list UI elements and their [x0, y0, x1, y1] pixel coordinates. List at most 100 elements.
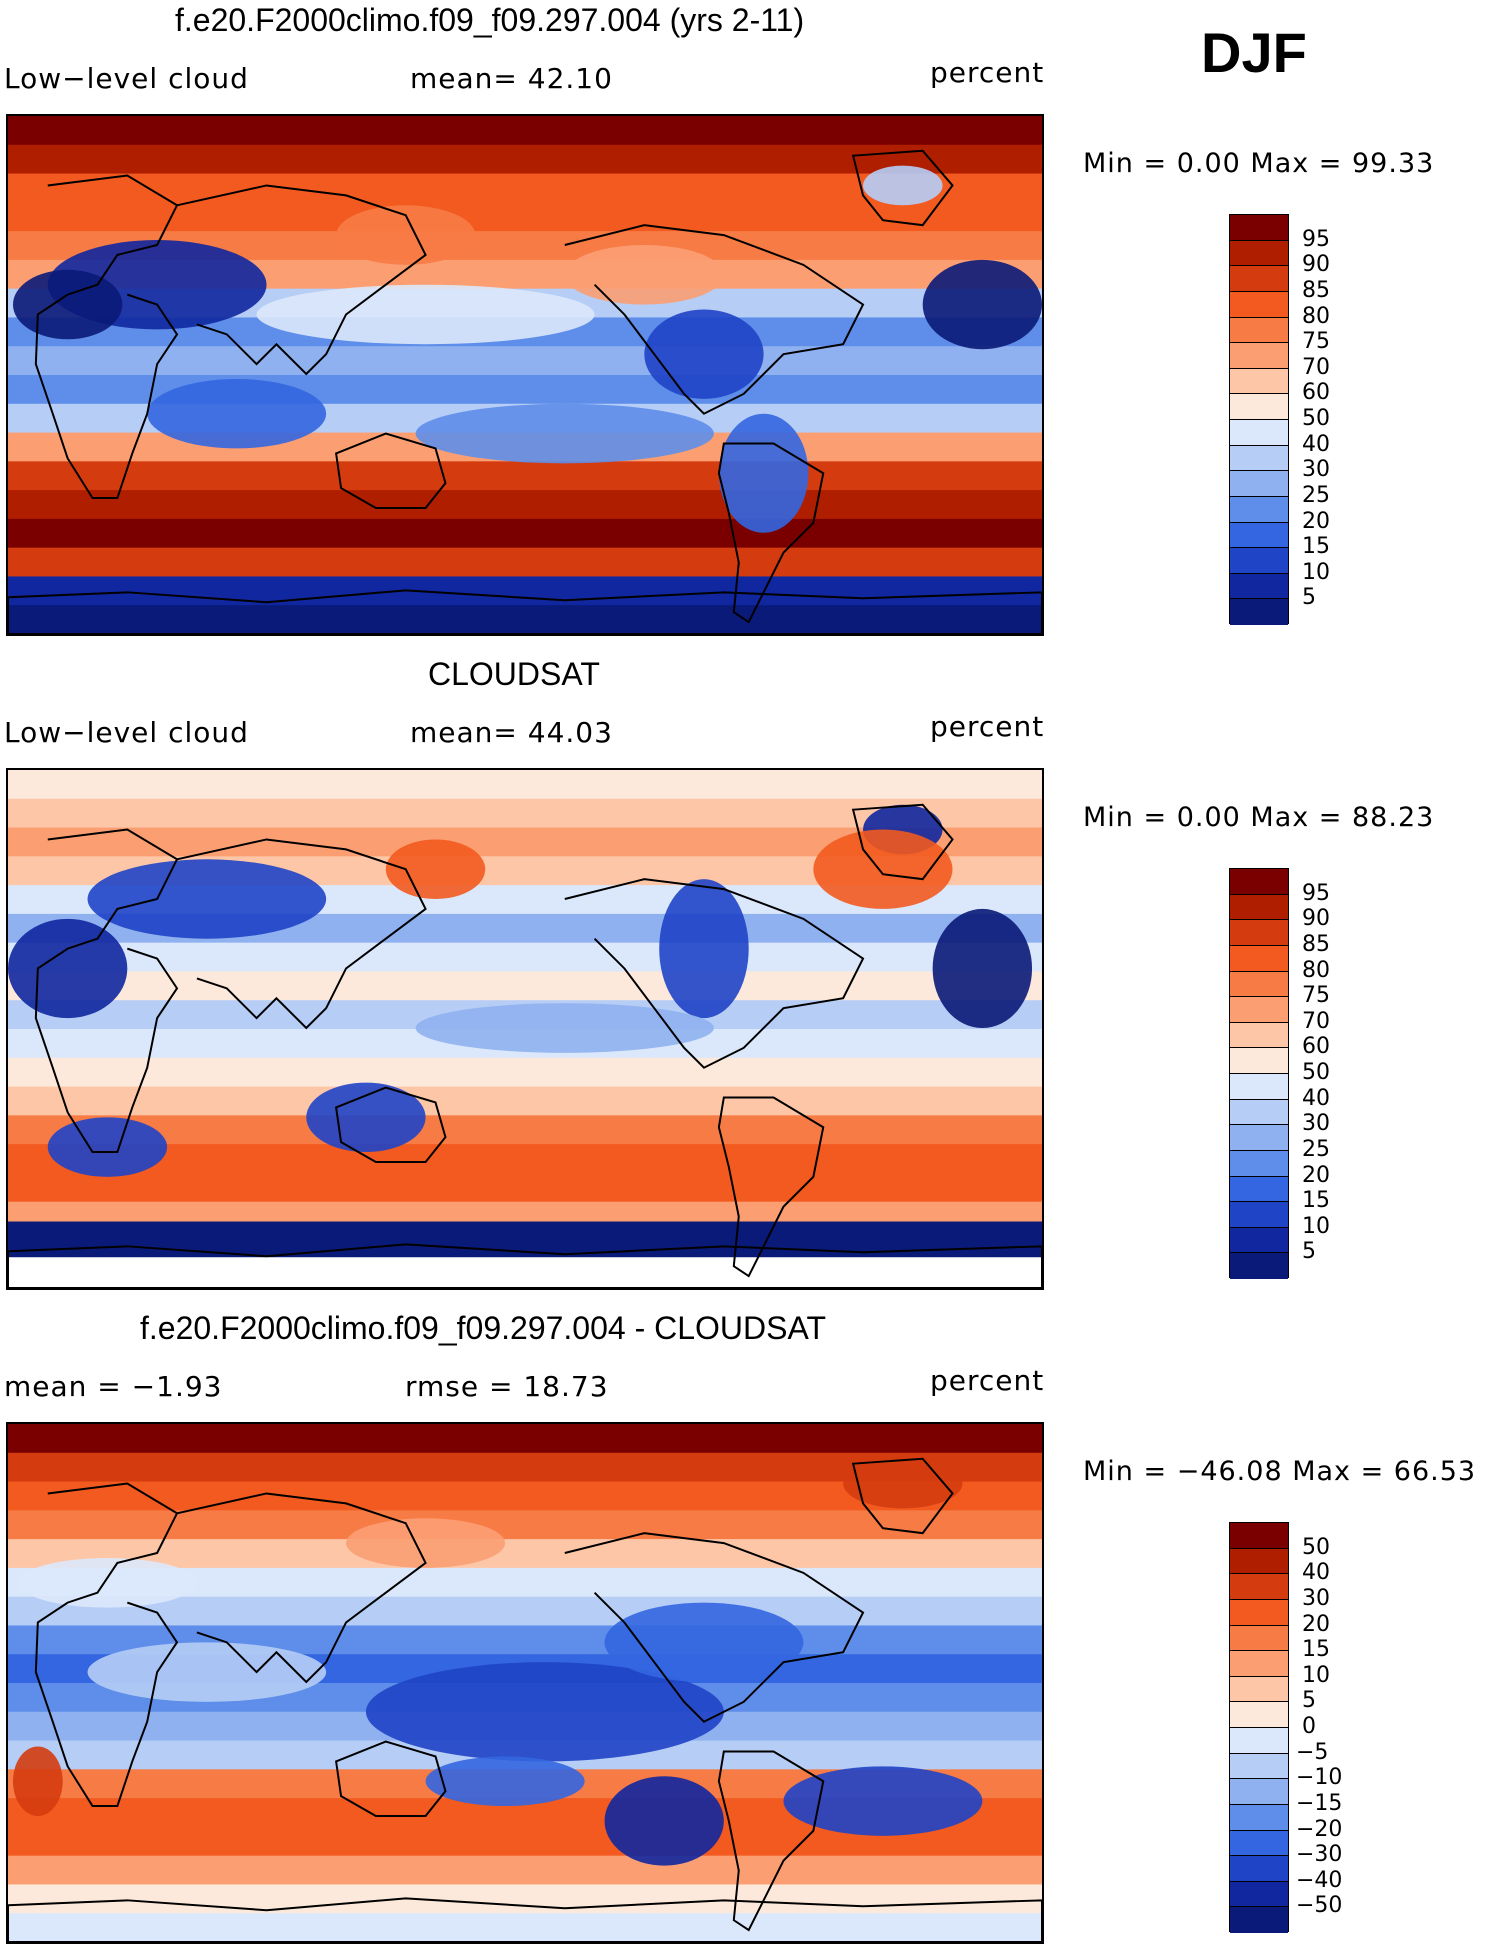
coastline [335, 1740, 447, 1817]
colorbar-tick-label: 60 [1302, 380, 1330, 406]
colorbar-tick-label: 15 [1302, 1637, 1330, 1663]
colorbar-swatch [1230, 343, 1288, 369]
map-field [8, 1424, 1042, 1942]
colorbar-swatch [1230, 1574, 1288, 1600]
colorbar-swatch [1230, 420, 1288, 446]
panel2-units-label: percent [930, 710, 1045, 743]
coastline [34, 828, 179, 1154]
colorbar-tick-label: 75 [1302, 329, 1330, 355]
colorbar-tick-label: 10 [1302, 559, 1330, 585]
colorbar-tick-label: 95 [1302, 226, 1330, 252]
panel1-title: f.e20.F2000climo.f09_f09.297.004 (yrs 2-… [175, 2, 805, 38]
colorbar-tick-label: 20 [1302, 1611, 1330, 1637]
map-field [8, 116, 1042, 634]
colorbar-swatch [1230, 1548, 1288, 1575]
coastline [717, 1750, 825, 1932]
colorbar-tick-label: 40 [1302, 1085, 1330, 1111]
colorbar-tick-label: 15 [1302, 1188, 1330, 1214]
colorbar-swatch [1230, 945, 1288, 972]
coastline [851, 1457, 954, 1535]
colorbar-tick-label: −50 [1296, 1893, 1343, 1919]
colorbar-tick-label: 85 [1302, 931, 1330, 957]
colorbar-swatch [1230, 1881, 1288, 1908]
colorbar-tick-label: −30 [1296, 1842, 1343, 1868]
colorbar-tick-label: 80 [1302, 957, 1330, 983]
colorbar-tick-label: 50 [1302, 1534, 1330, 1560]
colorbar-tick-label: 50 [1302, 1060, 1330, 1085]
colorbar-swatch [1230, 1651, 1288, 1677]
colorbar-swatch [1230, 1227, 1288, 1254]
colorbar-tick-label: −40 [1296, 1867, 1343, 1893]
panel3-colorbar [1229, 1522, 1289, 1933]
panel3-minmax: Min = −46.08 Max = 66.53 [1083, 1456, 1477, 1487]
colorbar-swatch [1230, 445, 1288, 472]
colorbar-tick-label: 30 [1302, 1111, 1330, 1137]
coastline [564, 1532, 865, 1723]
colorbar-swatch [1230, 1048, 1288, 1074]
coastline [851, 149, 954, 227]
colorbar-swatch [1230, 368, 1288, 395]
coastline [717, 442, 825, 624]
colorbar-tick-label: 50 [1302, 406, 1330, 431]
colorbar-tick-label: 25 [1302, 1136, 1330, 1162]
colorbar-swatch [1230, 869, 1288, 895]
colorbar-swatch [1230, 317, 1288, 344]
colorbar-swatch [1230, 291, 1288, 318]
panel1-variable-label: Low−level cloud [4, 62, 249, 95]
colorbar-swatch [1230, 599, 1288, 625]
coastline [34, 1482, 179, 1808]
panel1-colorbar [1229, 214, 1289, 625]
colorbar-tick-label: 10 [1302, 1213, 1330, 1239]
colorbar-tick-label: 10 [1302, 1662, 1330, 1688]
colorbar-swatch [1230, 971, 1288, 998]
colorbar-swatch [1230, 496, 1288, 523]
coastline [335, 432, 447, 509]
colorbar-tick-label: 80 [1302, 303, 1330, 329]
colorbar-tick-label: 25 [1302, 482, 1330, 508]
colorbar-swatch [1230, 522, 1288, 549]
panel1-units-label: percent [930, 56, 1045, 89]
panel3-title: f.e20.F2000climo.f09_f09.297.004 - CLOUD… [140, 1310, 826, 1346]
colorbar-swatch [1230, 1176, 1288, 1203]
colorbar-swatch [1230, 1523, 1288, 1549]
colorbar-tick-label: 90 [1302, 252, 1330, 278]
coastline [8, 1243, 1042, 1288]
coastline [8, 589, 1042, 634]
colorbar-swatch [1230, 1599, 1288, 1626]
colorbar-swatch [1230, 548, 1288, 574]
colorbar-swatch [1230, 573, 1288, 600]
colorbar-tick-label: −15 [1296, 1790, 1343, 1816]
colorbar-swatch [1230, 1625, 1288, 1652]
panel2-map [6, 768, 1044, 1290]
colorbar-swatch [1230, 1804, 1288, 1831]
colorbar-tick-label: 70 [1302, 1008, 1330, 1034]
panel1-mean-label: mean= 42.10 [410, 62, 613, 95]
coastline [176, 184, 427, 376]
colorbar-swatch [1230, 894, 1288, 921]
coastline [34, 174, 179, 500]
colorbar-tick-label: 40 [1302, 431, 1330, 457]
colorbar-swatch [1230, 1253, 1288, 1279]
coastline [564, 224, 865, 415]
colorbar-tick-label: 75 [1302, 983, 1330, 1009]
map-field [8, 770, 1042, 1288]
colorbar-tick-label: 90 [1302, 906, 1330, 932]
colorbar-tick-label: 60 [1302, 1034, 1330, 1060]
colorbar-swatch [1230, 1074, 1288, 1100]
season-label: DJF [1201, 21, 1307, 84]
colorbar-tick-label: 20 [1302, 1162, 1330, 1188]
coastline [8, 1897, 1042, 1942]
coastline [564, 878, 865, 1069]
colorbar-swatch [1230, 1099, 1288, 1126]
colorbar-tick-label: 40 [1302, 1560, 1330, 1586]
panel2-colorbar [1229, 868, 1289, 1279]
colorbar-swatch [1230, 1702, 1288, 1728]
panel3-units-label: percent [930, 1364, 1045, 1397]
colorbar-swatch [1230, 1202, 1288, 1228]
colorbar-tick-label: 85 [1302, 277, 1330, 303]
panel3-rmse-label: rmse = 18.73 [405, 1370, 609, 1403]
colorbar-tick-label: 5 [1302, 585, 1316, 611]
panel3-mean-label: mean = −1.93 [4, 1370, 223, 1403]
colorbar-swatch [1230, 266, 1288, 292]
colorbar-tick-label: 15 [1302, 534, 1330, 560]
